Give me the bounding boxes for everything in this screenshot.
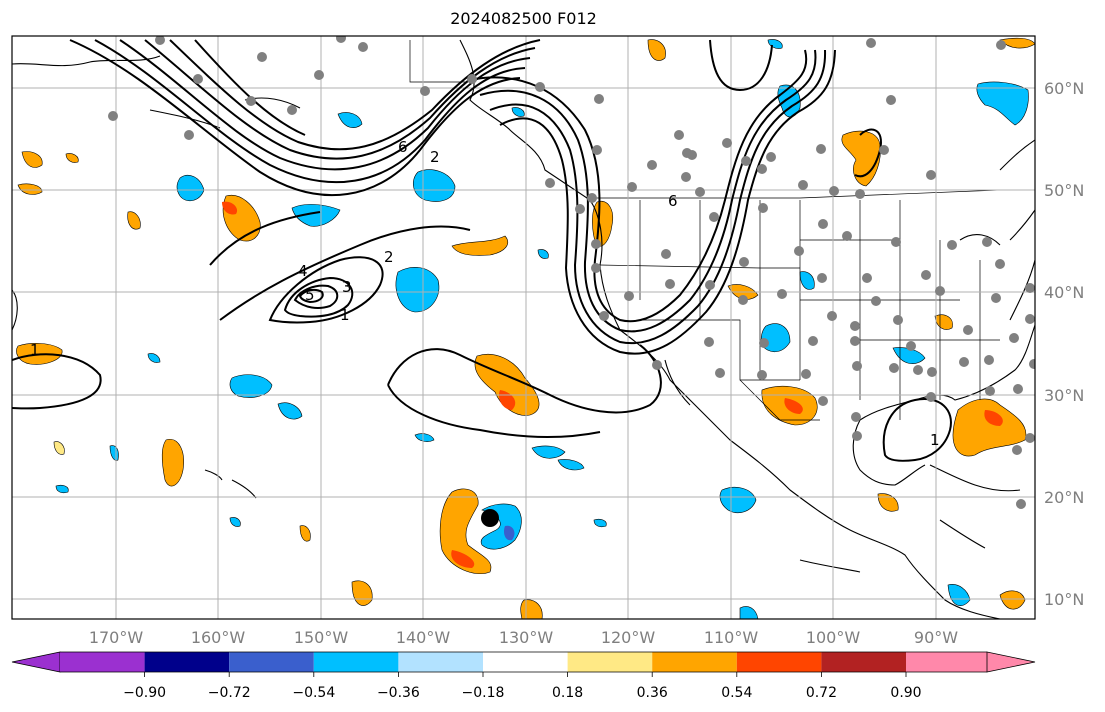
- map-title: 2024082500 F012: [450, 9, 597, 28]
- colorbar-tick-label: −0.18: [462, 685, 505, 701]
- colorbar-tick-label: −0.90: [123, 685, 166, 701]
- colorbar-tick-label: −0.54: [292, 685, 335, 701]
- colorbar-tick-label: 0.72: [806, 685, 837, 701]
- lon-label: 120°W: [601, 628, 656, 647]
- storm-center-marker: [481, 509, 499, 527]
- colorbar-bin: [144, 652, 230, 672]
- contour-label-group: 6 2 5 4 3 2 1 6 1 1: [30, 138, 940, 449]
- lon-label: 160°W: [191, 628, 246, 647]
- colorbar-bin: [567, 652, 653, 672]
- contour-label: 6: [398, 138, 408, 156]
- colorbar-bin: [313, 652, 399, 672]
- colorbar-tick-label: 0.90: [890, 685, 921, 701]
- contour-label: 1: [30, 341, 40, 359]
- colorbar-extend-low: [11, 651, 61, 673]
- colorbar-bin: [398, 652, 483, 672]
- lon-label: 170°W: [89, 628, 144, 647]
- contour-label: 1: [340, 306, 350, 324]
- colorbar-bin: [60, 652, 145, 672]
- lat-label: 60°N: [1044, 79, 1084, 98]
- colorbar-bin: [821, 652, 906, 672]
- lon-label: 90°W: [914, 628, 958, 647]
- colorbar-bin: [652, 652, 737, 672]
- lat-label: 30°N: [1044, 386, 1084, 405]
- colorbar-tick-label: 0.18: [552, 685, 583, 701]
- contour-label: 2: [430, 148, 440, 166]
- lat-label: 50°N: [1044, 181, 1084, 200]
- lon-label: 130°W: [499, 628, 554, 647]
- map-frame: [11, 35, 1036, 620]
- lon-label: 110°W: [704, 628, 759, 647]
- lon-label: 150°W: [294, 628, 349, 647]
- stations: [108, 36, 1035, 509]
- lon-label: 140°W: [396, 628, 451, 647]
- colorbar: −0.90 −0.72 −0.54 −0.36 −0.18 0.18 0.36 …: [11, 651, 1036, 701]
- colorbar-tick-label: 0.54: [721, 685, 752, 701]
- lat-label: 20°N: [1044, 488, 1084, 507]
- lat-label: 40°N: [1044, 283, 1084, 302]
- colorbar-tick-label: −0.36: [377, 685, 420, 701]
- colorbar-extend-high: [986, 651, 1036, 673]
- colorbar-bin: [229, 652, 314, 672]
- contour-label: 1: [930, 431, 940, 449]
- contour-label: 2: [384, 248, 394, 266]
- lon-label: 100°W: [806, 628, 861, 647]
- colorbar-bin: [736, 652, 822, 672]
- longitude-labels: 170°W 160°W 150°W 140°W 130°W 120°W 110°…: [89, 628, 958, 647]
- colorbar-tick-label: 0.36: [637, 685, 668, 701]
- map-area: 6 2 5 4 3 2 1 6 1 1: [12, 36, 1035, 619]
- contour-label: 6: [668, 192, 678, 210]
- contour-label: 3: [342, 278, 352, 296]
- contour-label: 4: [298, 262, 308, 280]
- contour-label: 5: [305, 286, 315, 304]
- colorbar-bin: [906, 652, 987, 672]
- colorbar-bin: [483, 652, 568, 672]
- colorbar-tick-label: −0.72: [208, 685, 251, 701]
- lat-label: 10°N: [1044, 590, 1084, 609]
- latitude-labels: 60°N 50°N 40°N 30°N 20°N 10°N: [1044, 79, 1084, 609]
- borders: [409, 40, 1001, 421]
- contour-lines: [12, 39, 952, 462]
